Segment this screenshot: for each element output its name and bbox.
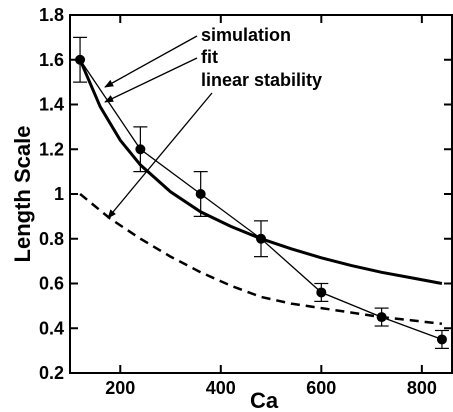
annotation-arrow [104, 57, 198, 103]
x-tick-label: 600 [306, 378, 336, 398]
y-tick-label: 1.8 [39, 5, 64, 25]
x-tick-label: 400 [206, 378, 236, 398]
annotation-label: fit [201, 47, 218, 67]
data-point [75, 54, 86, 65]
y-tick-label: 0.2 [39, 363, 64, 383]
x-axis-title: Ca [250, 388, 279, 412]
data-point [436, 334, 447, 345]
annotations: simulation fit linear stability [104, 25, 322, 219]
y-tick-label: 1.2 [39, 139, 64, 159]
annotation-arrow [107, 92, 213, 219]
y-tick-label: 1.4 [39, 95, 64, 115]
data-point [316, 287, 327, 298]
x-tick-label: 200 [105, 378, 135, 398]
y-tick-label: 0.8 [39, 229, 64, 249]
data-point [195, 189, 206, 199]
y-axis-title: Length Scale [10, 126, 35, 263]
data-point [135, 144, 146, 155]
linear-stability-line [79, 193, 443, 326]
annotation-label: simulation [201, 25, 291, 45]
annotation-label: linear stability [201, 70, 322, 90]
fit-line [78, 59, 443, 285]
plot-lines [78, 59, 443, 341]
y-tick-label: 1 [54, 184, 64, 204]
y-tick-label: 0.4 [39, 318, 64, 338]
data-point [256, 233, 266, 244]
x-tick-label: 800 [407, 378, 437, 398]
data-markers [73, 36, 449, 349]
axis-ticks: 200 400 600 800 0.2 0.4 0.6 0.8 1 1.2 1.4 1.6 1.8 [39, 5, 452, 398]
simulation-line [79, 59, 443, 341]
y-tick-label: 0.6 [39, 274, 64, 294]
data-point [376, 312, 387, 323]
y-tick-label: 1.6 [39, 50, 64, 70]
annotation-arrow [104, 35, 198, 88]
